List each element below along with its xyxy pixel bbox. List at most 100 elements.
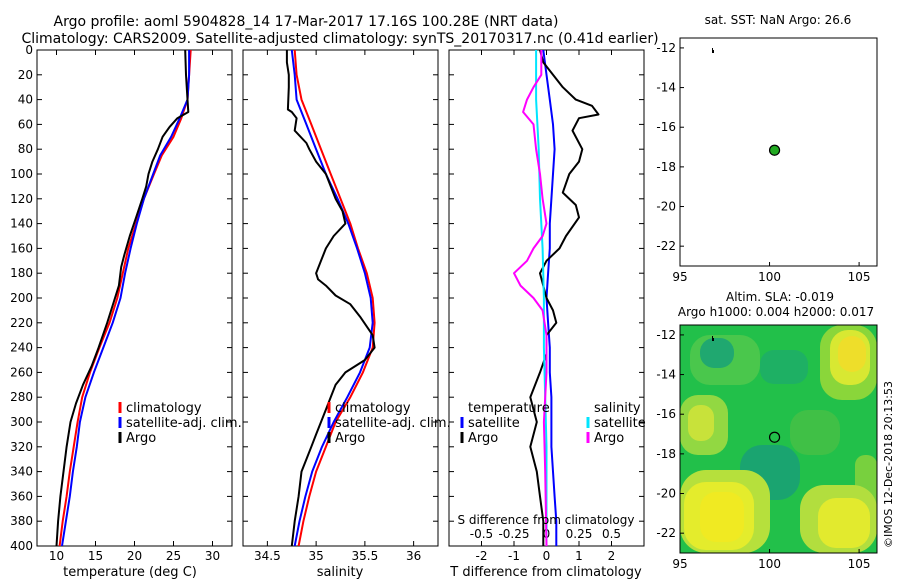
- series-line-satellite-adj-clim-: [290, 50, 374, 546]
- lat-tick-label: -12: [656, 41, 676, 55]
- s-tick-label: -0.5: [470, 527, 493, 541]
- series-line-argo: [285, 50, 376, 546]
- legend-argo-label: Argo: [335, 431, 365, 446]
- depth-tick-label: 240: [10, 341, 33, 355]
- sla-map-frame: [679, 324, 878, 554]
- depth-tick-label: 380: [10, 514, 33, 528]
- sla-heatmap: [680, 325, 877, 553]
- x-tick-label: 30: [205, 549, 220, 563]
- s-tick-label: -0.25: [498, 527, 529, 541]
- x-tick-label: 20: [127, 549, 142, 563]
- s-tick-label: 0.5: [602, 527, 621, 541]
- sla-map-title-line1: Altim. SLA: -0.019: [726, 290, 834, 304]
- s-tick-label: 0.25: [566, 527, 593, 541]
- lon-tick-label: 105: [848, 270, 871, 284]
- legend-satellite-label: satellite-adj. clim.: [126, 416, 242, 431]
- lon-tick-label: 100: [758, 270, 781, 284]
- lat-tick-label: -20: [656, 487, 676, 501]
- depth-tick-label: 200: [10, 291, 33, 305]
- lon-tick-label: 100: [758, 557, 781, 571]
- sla-map-panel: Altim. SLA: -0.019 Argo h1000: 0.004 h20…: [656, 290, 878, 571]
- lat-tick-label: -14: [656, 81, 676, 95]
- lat-tick-label: -20: [656, 200, 676, 214]
- t-difference-axis-label: T difference from climatology: [449, 565, 642, 580]
- lat-tick-label: -18: [656, 447, 676, 461]
- salinity-axis-label: salinity: [317, 565, 364, 580]
- difference-lines: [513, 50, 600, 546]
- depth-tick-label: 180: [10, 266, 33, 280]
- temperature-legend: climatology satellite-adj. clim. Argo: [118, 401, 242, 446]
- difference-panel: -2 -1 0 1 2 -0.5 -0.25 0 0.25 0.5 S difference f…: [448, 49, 646, 580]
- depth-tick-label: 340: [10, 465, 33, 479]
- sla-blob: [700, 338, 734, 368]
- temperature-lines: [55, 50, 192, 546]
- x-tick-label: 35: [308, 549, 323, 563]
- sst-argo-marker: [768, 144, 781, 156]
- x-tick-label: 10: [49, 549, 64, 563]
- sla-blob: [818, 498, 870, 548]
- sla-map-lon-ticks: 95 100 105: [672, 549, 871, 571]
- legend-sal-argo-label: Argo: [594, 431, 624, 446]
- sla-map-lat-ticks: -12 -14 -16 -18 -20 -22: [656, 328, 684, 540]
- depth-tick-label: 260: [10, 365, 33, 379]
- lat-tick-label: -16: [656, 120, 676, 134]
- legend-sal-satellite-label: satellite: [594, 416, 646, 431]
- legend-climatology-label: climatology: [126, 401, 202, 416]
- x-tick-label: 25: [166, 549, 181, 563]
- depth-tick-label: 40: [18, 93, 33, 107]
- series-line-argo: [55, 50, 190, 546]
- depth-tick-label: 220: [10, 316, 33, 330]
- series-line-salinity-satellite: [535, 50, 548, 546]
- x-tick-label: 34.5: [254, 549, 281, 563]
- lat-tick-label: -18: [656, 160, 676, 174]
- depth-tick-label: 140: [10, 217, 33, 231]
- sla-argo-marker: [768, 431, 781, 443]
- depth-tick-label: 400: [10, 539, 33, 553]
- salinity-lines: [285, 50, 376, 546]
- difference-t-ticks: -2 -1 0 1 2: [476, 50, 615, 563]
- legend-climatology-label: climatology: [335, 401, 411, 416]
- x-tick-label: -1: [508, 549, 520, 563]
- temperature-axes-frame: [36, 49, 233, 547]
- lon-tick-label: 105: [848, 557, 871, 571]
- sst-map-panel: sat. SST: NaN Argo: 26.6 -12 -14 -16 -18 -20…: [656, 13, 878, 284]
- legend-argo-label: Argo: [126, 431, 156, 446]
- lat-tick-label: -22: [656, 239, 676, 253]
- depth-tick-label: 300: [10, 415, 33, 429]
- series-line-temperature-argo: [529, 50, 600, 546]
- depth-tick-label: 280: [10, 390, 33, 404]
- legend-temperature-header: temperature: [468, 401, 550, 416]
- temperature-axis-label: temperature (deg C): [63, 565, 197, 580]
- series-line-salinity-argo: [513, 50, 548, 546]
- difference-depth-ticks: [449, 49, 644, 547]
- sst-map-lon-ticks: 95 100 105: [672, 262, 871, 284]
- depth-tick-label: 320: [10, 440, 33, 454]
- sla-blob: [700, 492, 744, 542]
- series-line-climatology: [58, 50, 192, 546]
- legend-temp-argo-label: Argo: [468, 431, 498, 446]
- sst-map-lat-ticks: -12 -14 -16 -18 -20 -22: [656, 41, 684, 253]
- sla-blob: [790, 410, 840, 455]
- lat-tick-label: -22: [656, 526, 676, 540]
- depth-tick-label: 20: [18, 68, 33, 82]
- depth-tick-label: 100: [10, 167, 33, 181]
- sla-blob: [688, 405, 714, 441]
- x-tick-label: 36: [406, 549, 421, 563]
- sla-map-title-line2: Argo h1000: 0.004 h2000: 0.017: [678, 305, 874, 319]
- x-tick-label: 1: [575, 549, 583, 563]
- salinity-depth-ticks: [243, 49, 438, 547]
- legend-satellite-label: satellite-adj. clim.: [335, 416, 451, 431]
- sla-blob: [760, 350, 808, 384]
- temperature-panel: 0 20 40 60 80 100 120 140 160 180 200 220 240 260 280 3…: [10, 43, 242, 580]
- x-tick-label: -2: [476, 549, 488, 563]
- salinity-legend: climatology satellite-adj. clim. Argo: [327, 401, 451, 446]
- legend-salinity-header: salinity: [594, 401, 641, 416]
- imos-credit: ©IMOS 12-Dec-2018 20:13:53: [882, 381, 895, 548]
- depth-tick-label: 0: [25, 43, 33, 57]
- depth-tick-label: 360: [10, 489, 33, 503]
- x-tick-label: 0: [543, 549, 551, 563]
- sla-map-island: [712, 336, 714, 341]
- temperature-x-ticks: 10 15 20 25 30: [49, 50, 220, 563]
- depth-tick-label: 160: [10, 241, 33, 255]
